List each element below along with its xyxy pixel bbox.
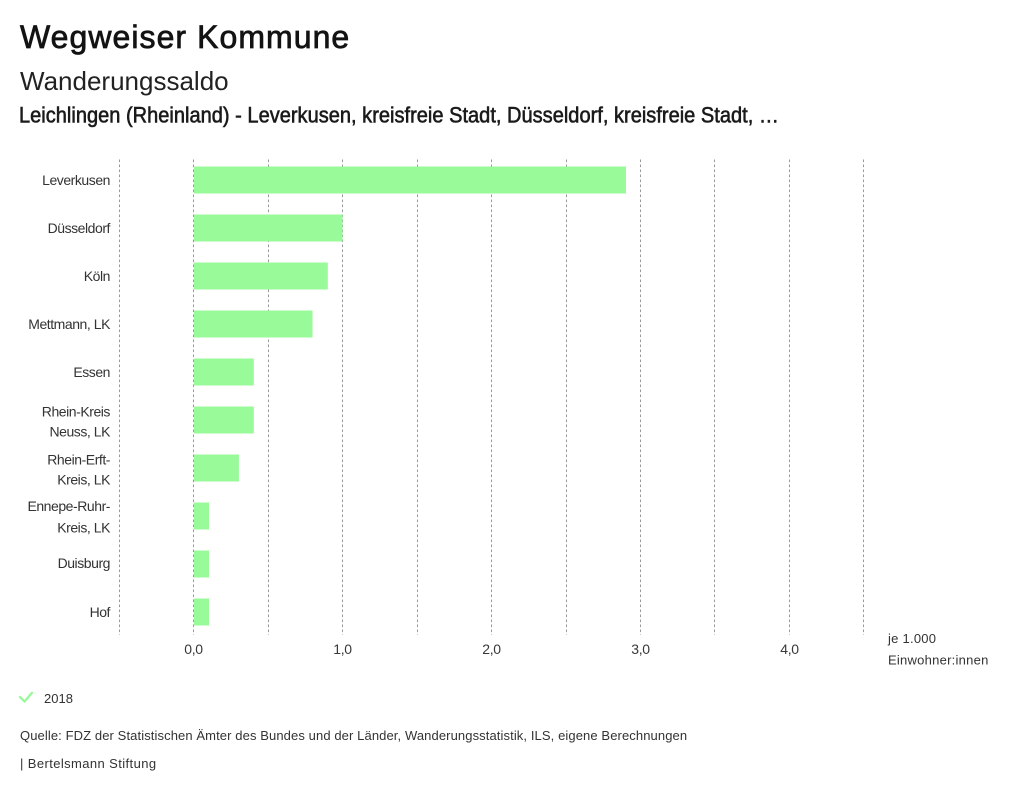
svg-text:Ennepe-Ruhr-: Ennepe-Ruhr- [27,498,110,514]
svg-text:Düsseldorf: Düsseldorf [48,220,111,236]
svg-text:Mettmann, LK: Mettmann, LK [28,316,111,332]
svg-text:Essen: Essen [73,364,110,380]
svg-text:Duisburg: Duisburg [58,555,110,571]
svg-text:2,0: 2,0 [482,641,501,657]
svg-text:3,0: 3,0 [631,641,650,657]
svg-text:Rhein-Erft-: Rhein-Erft- [47,452,111,468]
svg-text:Kreis, LK: Kreis, LK [57,520,111,536]
svg-text:Kreis, LK: Kreis, LK [57,472,111,488]
svg-text:Neuss, LK: Neuss, LK [49,424,111,440]
svg-text:Leverkusen: Leverkusen [42,172,110,188]
svg-text:Rhein-Kreis: Rhein-Kreis [42,404,111,420]
svg-text:1,0: 1,0 [333,641,352,657]
svg-text:je 1.000: je 1.000 [887,631,936,646]
svg-text:Einwohner:innen: Einwohner:innen [888,652,989,667]
svg-text:Hof: Hof [90,604,111,620]
svg-text:0,0: 0,0 [184,641,203,657]
svg-text:4,0: 4,0 [780,641,799,657]
svg-text:Köln: Köln [84,268,110,284]
